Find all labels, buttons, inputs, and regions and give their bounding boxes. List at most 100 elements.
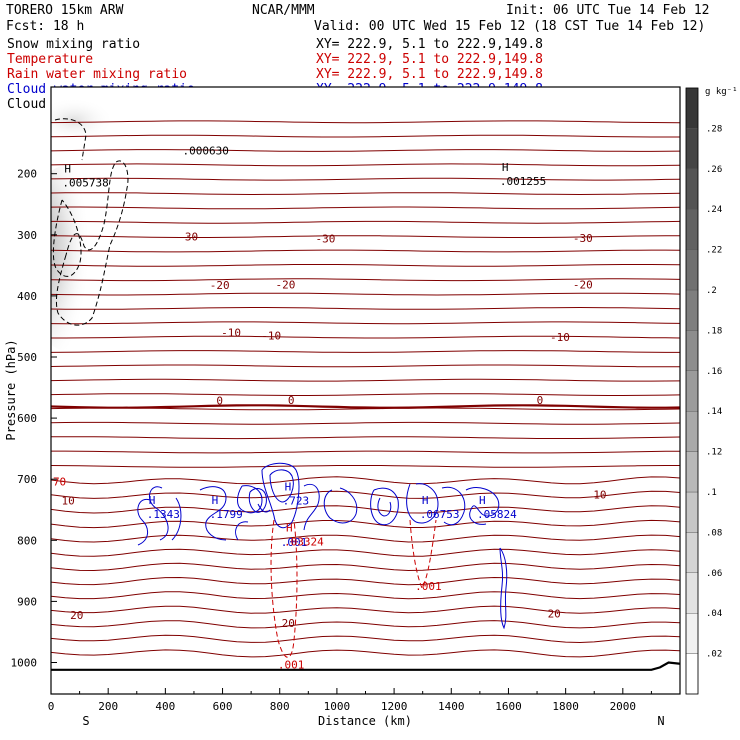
isotherm-line [51,350,680,353]
y-tick-label: 400 [17,290,37,303]
colorbar-swatch [685,532,699,574]
x-tick-label: 600 [213,700,233,713]
contour-label: -20 [573,278,593,291]
contour-label: -20 [210,279,230,292]
colorbar-swatch [685,330,699,371]
colorbar-unit: g kg⁻¹ [705,87,738,97]
cloud-water-contours [137,462,508,630]
isotherm-line [51,421,680,425]
y-tick-label: 300 [17,229,37,242]
extremum-value: .05824 [477,508,517,521]
snow-contour [52,199,82,277]
isotherm-line [51,264,680,267]
snow-shading [51,166,102,350]
contour-label: -30 [178,231,198,244]
colorbar-swatch [685,491,699,533]
isotherm-line [51,134,680,138]
extremum-mark: H [286,521,293,534]
contour-label: 0 [216,394,223,407]
y-tick-label: 1000 [11,657,38,670]
extremum-value: .06753 [420,508,460,521]
contour-label: 0 [288,394,295,407]
isotherm-line [51,335,680,339]
contour-labels: -30 -30 -30 -20 -20 -20 -10 -10 -10 0 0 0 10 10 20 20 20… [53,231,607,672]
isotherm-line [51,292,680,296]
y-tick-label: 200 [17,168,37,181]
snow-contour [55,160,129,326]
contour-label: 10 [62,495,75,508]
colorbar-label: .1 [706,488,717,498]
isotherm-line [51,149,680,152]
colorbar-label: .18 [706,326,722,336]
x-tick-label: 200 [98,700,118,713]
y-tick-label: 800 [17,534,37,547]
isotherm-line [51,278,680,282]
init-time: Init: 06 UTC Tue 14 Feb 12 [506,3,710,18]
extremum-mark: H [212,494,219,507]
colorbar-label: .02 [706,650,722,660]
contour-label: 10 [593,488,606,501]
field-extent: XY= 222.9, 5.1 to 222.9,149.8 [316,37,543,52]
contour-label: -30 [316,232,336,245]
colorbar-frame [685,87,699,695]
x-axis: 0 200 400 600 800 1000 1200 1400 1600 1800 2000 [48,688,652,713]
isotherm-line [51,591,680,600]
field-extent: XY= 222.9, 5.1 to 222.9,149.8 [316,67,543,82]
extrema-labels: H.005738H.001255.000630H.1343H.1799H.723… [62,144,546,548]
extremum-mark: H [502,161,509,174]
colorbar-swatch [685,451,699,493]
contour-label: -10 [221,327,241,340]
colorbar-swatch [685,249,699,291]
contour-label: 0 [537,394,544,407]
source-label: NCAR/MMM [252,3,315,18]
extremum-mark: H [64,163,71,176]
isotherm-line [51,206,680,210]
contour-label: .001 [278,658,305,671]
contour-label: 70 [53,476,66,489]
y-tick-label: 600 [17,412,37,425]
extremum-value: .001255 [500,175,546,188]
field-name: Snow mixing ratio [7,37,140,52]
contour-label: -10 [261,330,281,343]
extremum-value: .1799 [210,508,243,521]
isotherm-line [51,620,680,629]
isotherm-line [51,364,680,368]
isotherm-line [51,378,680,382]
south-label: S [82,714,89,728]
upper-shading [51,98,114,142]
colorbar-swatch [685,572,699,614]
isotherm-line [51,548,680,557]
y-axis-label: Pressure (hPa) [4,339,18,440]
isotherm-line [51,465,680,468]
terrain-line [51,661,680,671]
extremum-value: .1343 [147,508,180,521]
isotherm-line [51,649,680,658]
isotherm-line [51,476,680,485]
contour-label: -10 [550,331,570,344]
isotherm-line [51,634,680,644]
contour-label: .001 [281,536,308,549]
contour-label: 20 [548,608,561,621]
isotherm-line [51,519,680,529]
isotherm-line [51,163,680,167]
isotherm-line [51,534,680,543]
isotherm-line [51,393,680,396]
field-name: Rain water mixing ratio [7,67,187,82]
contour-label: 20 [282,617,295,630]
extremum-mark: H [149,494,156,507]
colorbar-label: .06 [706,569,722,579]
colorbar-swatch [685,653,699,695]
x-tick-label: 2000 [610,700,637,713]
isotherm-line [51,249,680,253]
rain-contour [270,519,298,658]
isotherm-line [51,177,680,181]
colorbar-label: .28 [706,124,722,134]
colorbar-swatch [685,168,699,210]
x-tick-label: 1200 [381,700,408,713]
y-tick-label: 900 [17,595,37,608]
field-extent: XY= 222.9, 5.1 to 222.9,149.8 [316,52,543,67]
extremum-mark: H [285,480,292,493]
x-tick-label: 1800 [552,700,579,713]
x-tick-label: 1600 [495,700,522,713]
